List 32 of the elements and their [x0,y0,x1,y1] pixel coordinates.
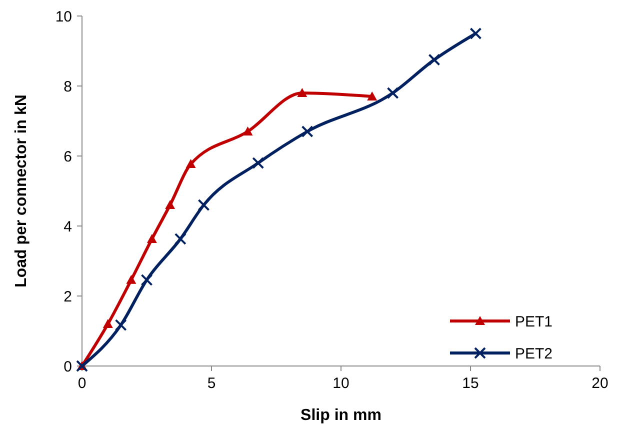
point [140,274,153,286]
point [428,54,440,66]
point [367,92,378,100]
y-tick-label: 2 [64,288,72,306]
point [242,126,253,136]
point [146,234,157,243]
y-tick-label: 0 [64,358,72,376]
point [114,319,127,332]
point [102,319,113,328]
point [386,87,399,99]
point [252,157,264,169]
point [126,274,136,284]
y-axis-title: Load per connector in kN [13,94,30,288]
point [297,88,308,97]
point [174,232,186,245]
x-axis-title: Slip in mm [300,407,382,424]
point [186,159,196,168]
point [198,199,210,211]
legend-label: PET1 [515,313,553,330]
y-tick-label: 4 [64,218,72,236]
x-tick-label: 10 [332,375,350,392]
y-tick-label: 6 [64,148,72,166]
legend-label: PET2 [515,345,553,362]
y-tick-label: 10 [55,8,72,26]
point [301,126,314,138]
x-tick-label: 15 [462,375,479,392]
point [470,28,482,40]
x-tick-label: 20 [592,375,608,392]
point [165,200,176,209]
x-tick-label: 5 [207,375,216,392]
y-tick-label: 8 [64,78,72,96]
x-tick-label: 0 [78,375,86,392]
